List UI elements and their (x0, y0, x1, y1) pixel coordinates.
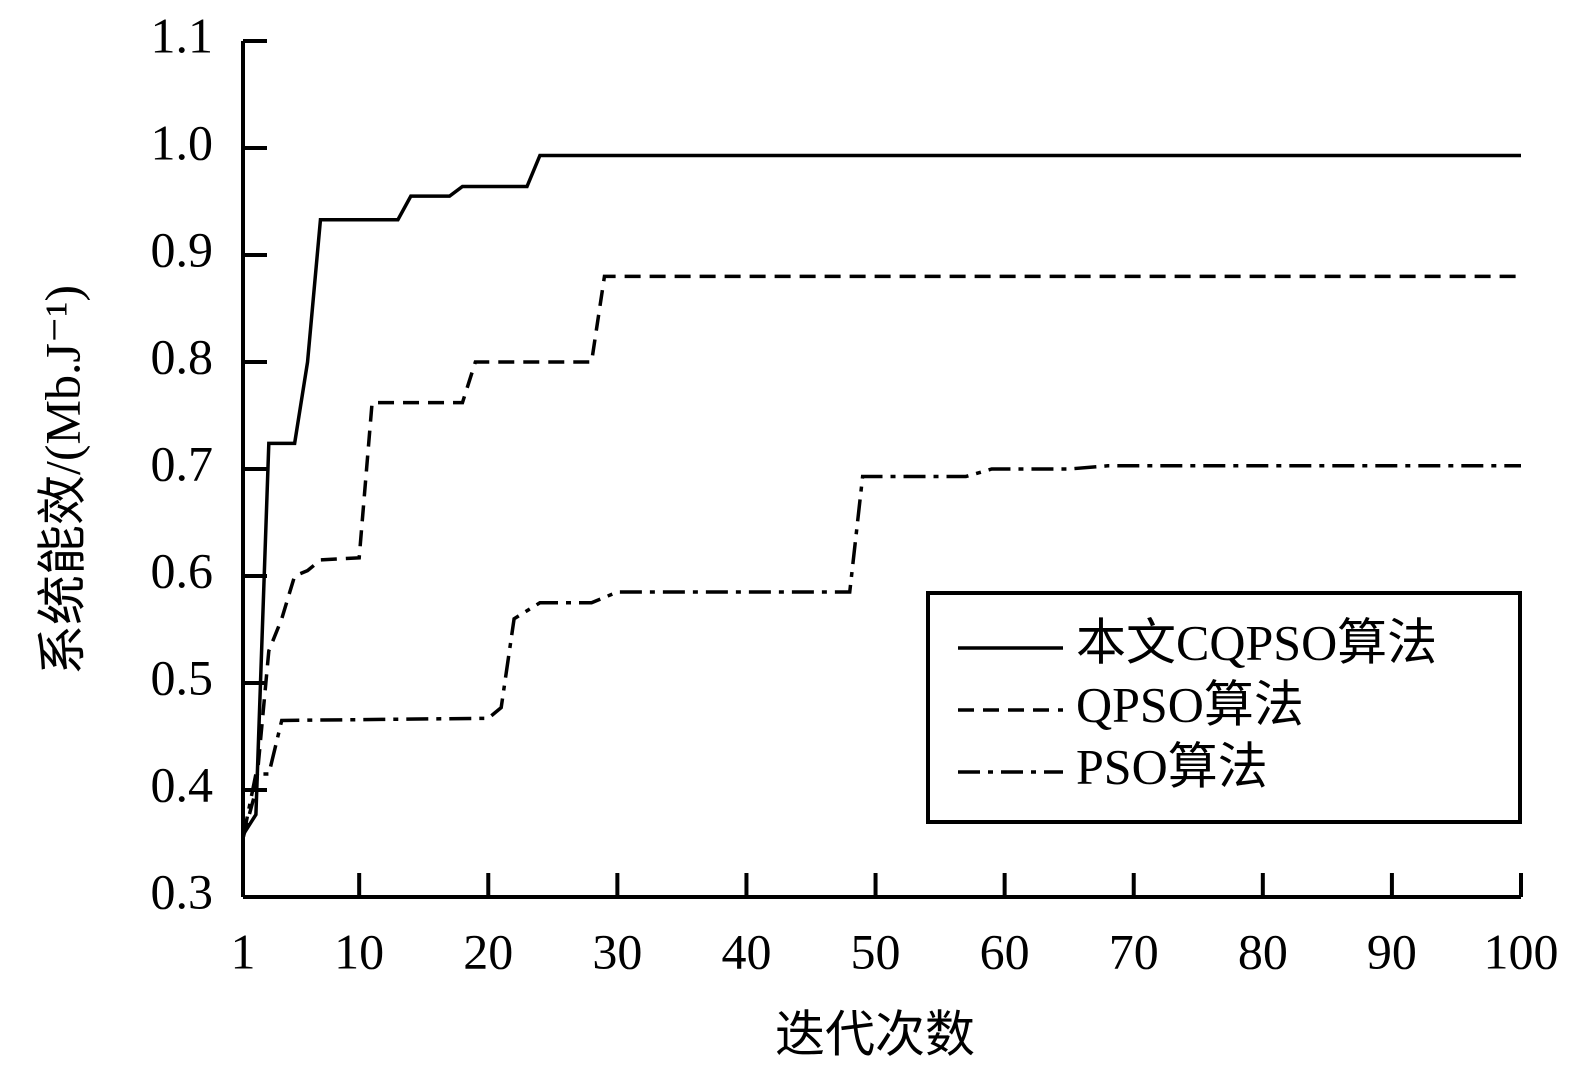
x-tick-label: 50 (851, 923, 901, 979)
x-tick-label: 1 (231, 923, 256, 979)
series-line (241, 153, 1521, 836)
legend-box (926, 591, 1522, 824)
y-tick-label: 1.1 (151, 7, 214, 63)
x-tick-label: 70 (1109, 923, 1159, 979)
y-tick-label: 0.5 (151, 649, 214, 705)
y-tick-label: 1.0 (151, 114, 214, 170)
legend-label: 本文CQPSO算法 (1076, 614, 1437, 670)
y-tick-label: 0.8 (151, 328, 214, 384)
x-tick-label: 20 (463, 923, 513, 979)
legend-label: PSO算法 (1076, 738, 1268, 794)
y-tick-label: 0.4 (151, 756, 214, 812)
x-tick-label: 90 (1367, 923, 1417, 979)
y-tick-label: 0.3 (151, 863, 214, 919)
y-axis-label: 系统能效/(Mb.J⁻¹) (34, 285, 90, 675)
x-tick-label: 10 (334, 923, 384, 979)
x-tick-label: 100 (1484, 923, 1559, 979)
x-axis-label: 迭代次数 (775, 1006, 975, 1062)
series-line (241, 464, 1521, 839)
y-tick-label: 0.6 (151, 542, 214, 598)
y-tick-label: 0.7 (151, 435, 214, 491)
x-tick-label: 30 (592, 923, 642, 979)
legend-label: QPSO算法 (1076, 676, 1304, 732)
x-tick-label: 40 (721, 923, 771, 979)
y-tick-label: 0.9 (151, 221, 214, 277)
x-tick-label: 80 (1238, 923, 1288, 979)
x-tick-label: 60 (980, 923, 1030, 979)
